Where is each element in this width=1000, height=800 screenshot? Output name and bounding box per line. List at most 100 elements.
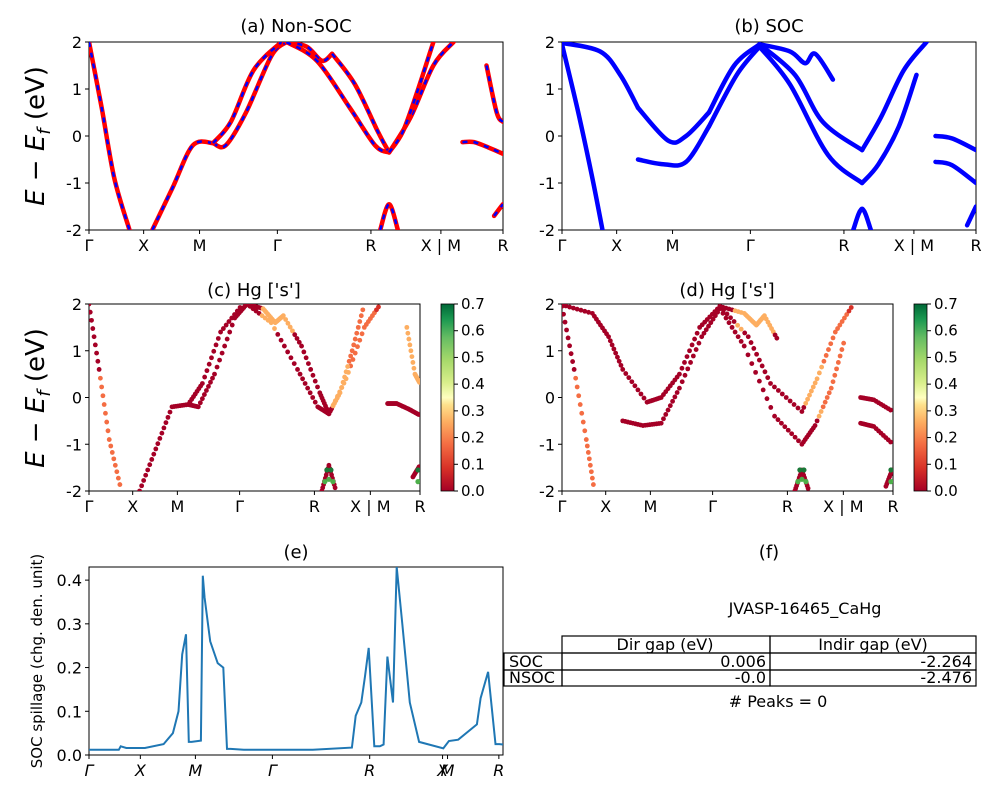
projected-band-point: [409, 354, 415, 359]
nonsoc-band-dash: [331, 53, 391, 153]
projected-band-point: [835, 360, 841, 365]
panel-c-x-tick-label: M: [170, 497, 184, 516]
projected-band-point: [219, 350, 225, 356]
projected-band-point: [586, 309, 591, 315]
panel-d-scatter: [562, 304, 893, 491]
table-title: JVASP-16465_CaHg: [728, 599, 882, 619]
projected-band-point: [828, 385, 834, 391]
spillage-y-axis-label: SOC spillage (chg. den. unit): [28, 554, 46, 769]
panel-a-y-tick-label: 0: [72, 127, 82, 146]
projected-band-point: [729, 324, 735, 330]
projected-band-point: [799, 476, 805, 482]
projected-band-point: [620, 367, 626, 372]
projected-band-point: [710, 316, 716, 322]
projected-band-point: [101, 402, 107, 407]
projected-band-point: [577, 402, 583, 407]
projected-band-point: [562, 319, 568, 325]
panel-b-x-tick-label: Γ: [746, 236, 755, 255]
projected-band-point: [738, 339, 744, 344]
projected-band-point: [407, 342, 413, 348]
projected-band-point: [223, 322, 229, 328]
projected-band-point: [359, 331, 365, 337]
projected-band-point: [213, 342, 219, 348]
projected-band-point: [663, 412, 669, 417]
projected-band-point: [346, 358, 352, 364]
projected-band-point: [348, 353, 354, 359]
projected-band-point: [706, 323, 711, 329]
projected-band-point: [760, 387, 766, 393]
projected-band-point: [153, 446, 159, 452]
projected-band-point: [803, 400, 809, 406]
projected-band-point: [689, 342, 695, 348]
projected-band-point: [410, 360, 416, 365]
projected-band-point: [312, 399, 318, 405]
projected-band-point: [294, 336, 300, 341]
projected-band-point: [210, 375, 215, 381]
soc-band-line: [562, 42, 605, 230]
projected-band-point: [202, 374, 208, 380]
projected-band-point: [818, 409, 824, 414]
nonsoc-band-dash: [493, 203, 503, 217]
projected-band-point: [571, 367, 577, 372]
panel-a-x-tick-label: R: [365, 236, 376, 255]
projected-band-point: [735, 322, 741, 328]
projected-band-point: [779, 420, 784, 426]
projected-band-point: [820, 404, 826, 410]
projected-band-point: [814, 418, 820, 424]
table-row-nsoc-label: NSOC: [509, 668, 555, 687]
projected-band-point: [708, 320, 714, 326]
projected-band-point: [803, 479, 809, 485]
soc-band-line: [635, 124, 712, 168]
projected-band-point: [227, 329, 233, 335]
projected-band-point: [563, 304, 569, 309]
panel-c-x-tick-label: Γ: [85, 497, 94, 516]
panel-e-x-tick-label: M: [441, 761, 455, 780]
projected-band-point: [888, 407, 893, 413]
projected-band-point: [582, 428, 588, 434]
panel-c-x-tick-label: R: [414, 497, 425, 516]
panel-e-x-tick-label: X: [134, 761, 147, 780]
projected-band-point: [272, 326, 277, 331]
projected-band-point: [839, 319, 845, 324]
projected-band-point: [762, 369, 768, 375]
panel-b-y-tick-label: 1: [545, 80, 555, 99]
projected-band-point: [89, 309, 93, 315]
projected-band-point: [416, 412, 420, 417]
projected-band-point: [837, 322, 843, 328]
projected-band-point: [805, 485, 811, 491]
projected-band-point: [288, 355, 294, 361]
nonsoc-band-dash: [462, 140, 503, 156]
projected-band-point: [779, 391, 785, 397]
projected-band-point: [332, 485, 338, 491]
projected-band-point: [584, 443, 590, 449]
projected-band-point: [826, 390, 832, 396]
projected-band-point: [848, 305, 854, 310]
projected-band-point: [105, 428, 111, 434]
projected-band-point: [842, 315, 847, 321]
panel-d-colorbar-tick-label: 0.7: [934, 295, 958, 313]
projected-band-point: [562, 311, 566, 317]
soc-band-line: [964, 204, 976, 228]
projected-band-point: [768, 381, 773, 386]
panel-d-x-tick-label: Γ: [558, 497, 567, 516]
soc-band-line: [706, 44, 762, 129]
nonsoc-band-dash: [285, 42, 390, 154]
panel-c-colorbar: [440, 303, 455, 492]
projected-band-point: [699, 334, 705, 340]
projected-band-point: [307, 390, 313, 396]
projected-band-point: [839, 347, 845, 352]
projected-band-point: [745, 334, 751, 340]
panel-b-x-tick-label: R: [838, 236, 849, 255]
nonsoc-band-dash: [212, 42, 283, 144]
projected-band-point: [137, 488, 143, 491]
projected-band-point: [672, 394, 678, 400]
projected-band-point: [145, 467, 151, 473]
projected-band-point: [91, 334, 97, 340]
panel-a-x-tick-label: Γ: [85, 236, 94, 255]
projected-band-point: [677, 385, 682, 391]
panel-c-colorbar-tick-label: 0.6: [461, 322, 485, 340]
projected-band-point: [814, 376, 820, 382]
projected-band-point: [735, 334, 741, 340]
projected-band-point: [89, 317, 94, 323]
nonsoc-band-line: [329, 51, 392, 155]
